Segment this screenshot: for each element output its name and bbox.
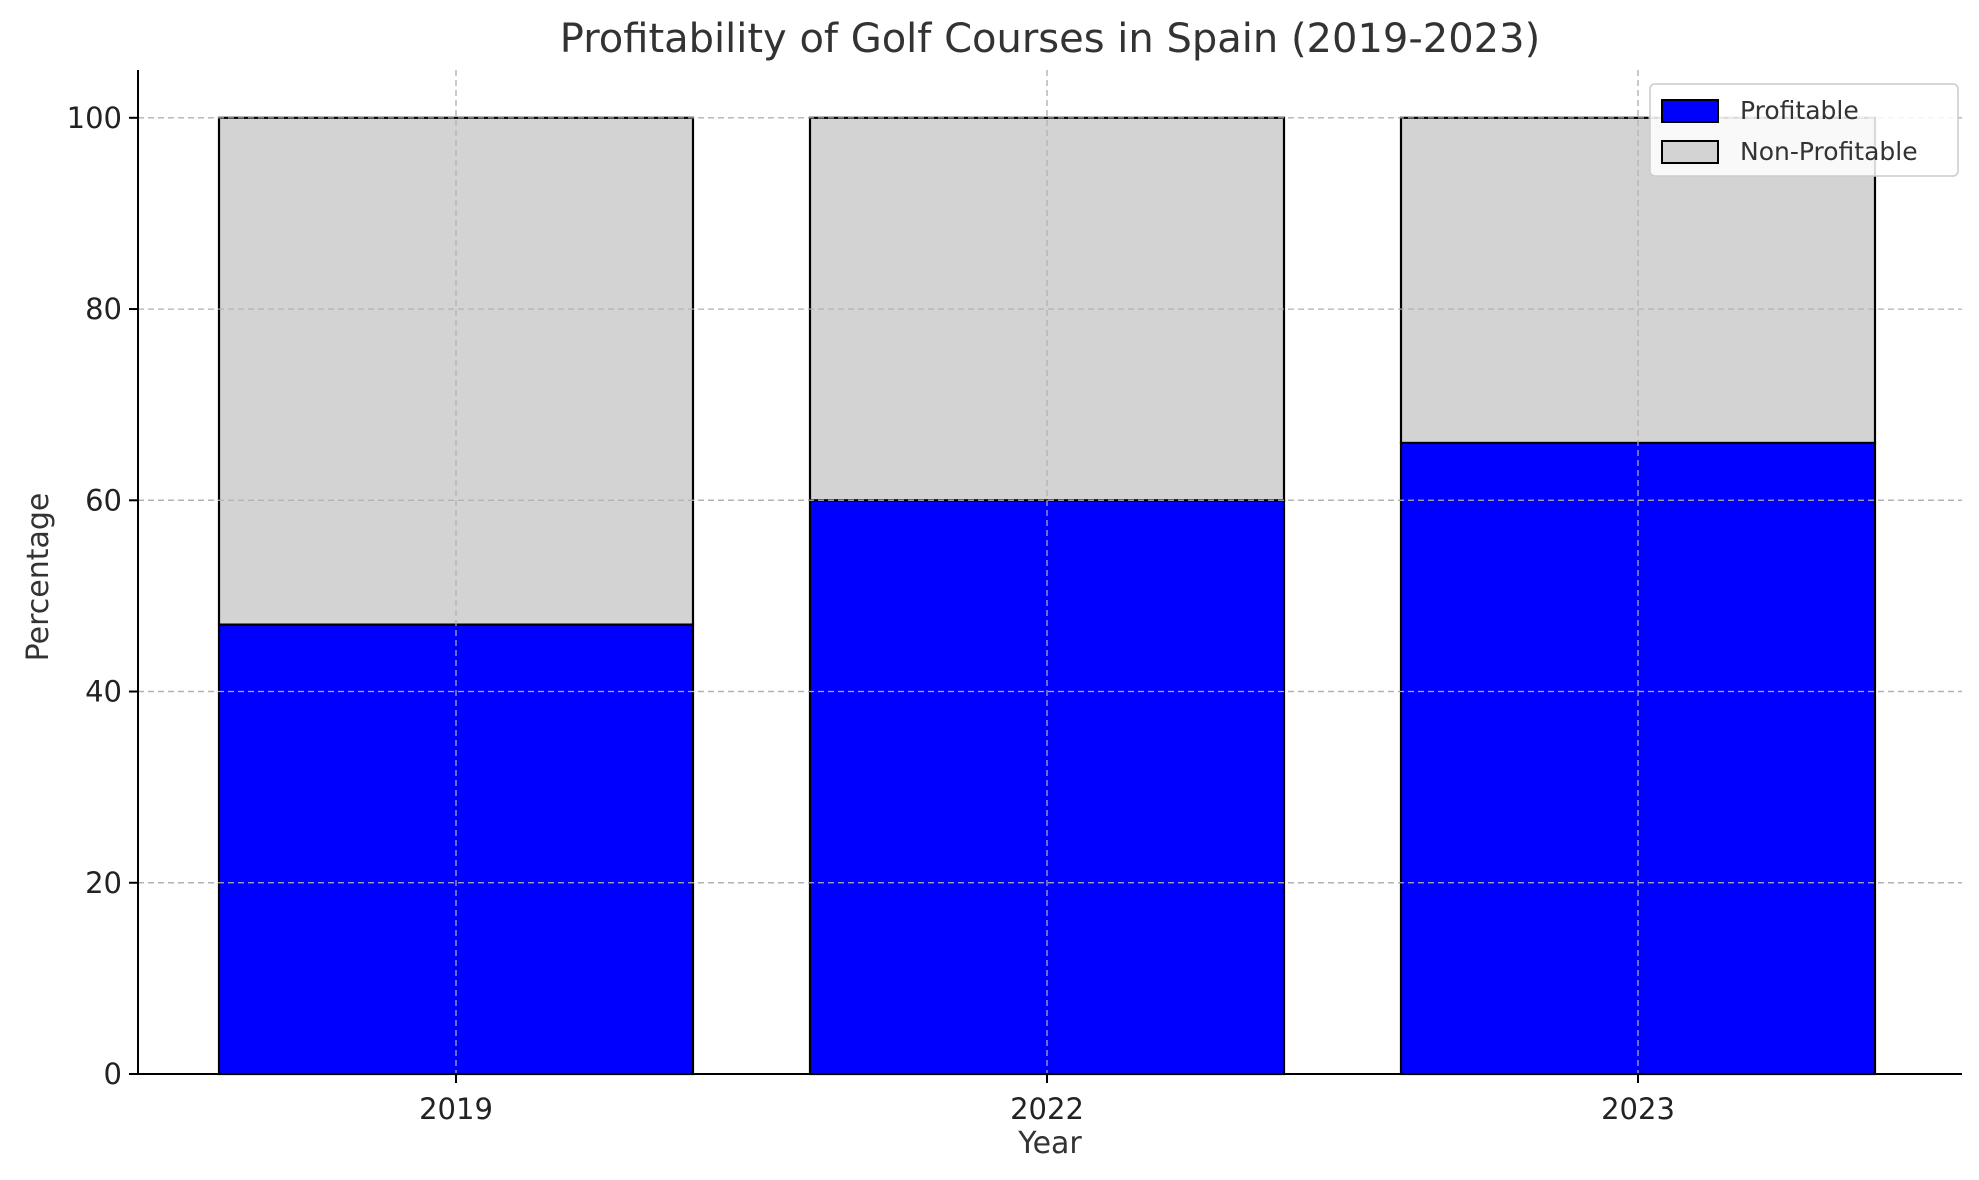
y-tick-label: 100 bbox=[67, 101, 122, 135]
x-tick-label: 2022 bbox=[1010, 1092, 1084, 1126]
legend-label: Non-Profitable bbox=[1740, 137, 1918, 166]
bar-profitable-2023 bbox=[1399, 441, 1877, 1076]
chart-title: Profitability of Golf Courses in Spain (… bbox=[560, 16, 1540, 62]
axis-ticks: 0 20 40 60 80 100 2019 2022 2023 bbox=[67, 101, 1675, 1126]
legend: Profitable Non-Profitable bbox=[1649, 83, 1959, 177]
y-tick-label: 60 bbox=[85, 483, 122, 517]
legend-label: Profitable bbox=[1740, 96, 1859, 125]
legend-box bbox=[1649, 83, 1959, 177]
legend-swatch-non-profitable bbox=[1661, 140, 1719, 164]
legend-swatch-profitable bbox=[1661, 99, 1719, 123]
y-axis-label: Percentage bbox=[21, 493, 56, 662]
x-axis-label: Year bbox=[1017, 1126, 1082, 1161]
y-tick-label: 40 bbox=[85, 675, 122, 709]
bars bbox=[138, 70, 1962, 1076]
bar-profitable-2022 bbox=[808, 499, 1286, 1076]
y-tick-label: 20 bbox=[85, 866, 122, 900]
x-tick-label: 2019 bbox=[419, 1092, 493, 1126]
y-tick-label: 80 bbox=[85, 292, 122, 326]
y-tick-label: 0 bbox=[104, 1057, 122, 1091]
x-tick-label: 2023 bbox=[1601, 1092, 1675, 1126]
